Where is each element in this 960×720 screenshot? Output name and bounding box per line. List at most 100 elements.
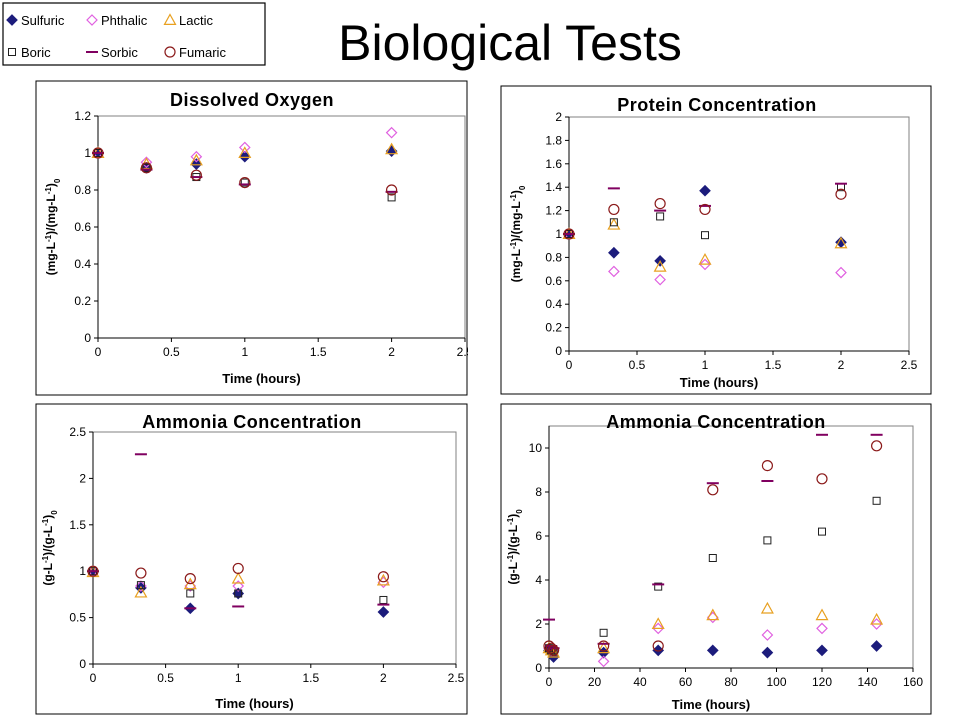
point-boric: [609, 218, 618, 227]
point-phthalic: [652, 622, 665, 635]
x-tick-label: 140: [857, 675, 877, 689]
point-sulfuric: [816, 644, 828, 657]
legend-label-sorbic: Sorbic: [101, 45, 138, 60]
point-phthalic: [761, 629, 774, 641]
series-sorbic: [92, 152, 398, 193]
point-sulfuric: [699, 184, 711, 197]
point-boric: [240, 178, 249, 187]
point-lactic: [607, 217, 621, 230]
point-sulfuric: [190, 158, 203, 170]
x-tick-label: 100: [766, 675, 786, 689]
legend: Sulfuric Phthalic Lactic Boric Sorbic Fumaric: [2, 2, 266, 66]
plot-area: [548, 425, 914, 669]
x-axis-label: Time (hours): [222, 371, 301, 386]
point-boric: [186, 589, 195, 598]
y-tick-label: 0.6: [545, 274, 562, 288]
legend-label-boric: Boric: [21, 45, 51, 60]
point-lactic: [653, 260, 667, 272]
y-tick-label: 2.5: [69, 425, 86, 439]
legend-frame: [2, 2, 266, 66]
y-tick-label: 0.8: [545, 250, 562, 264]
y-axis-label: (mg-L-1)/(mg-L-1)0: [44, 178, 62, 275]
point-sulfuric: [608, 246, 620, 259]
point-fumaric: [816, 473, 828, 485]
series-sorbic: [87, 453, 390, 610]
y-tick-label: 1.2: [545, 204, 562, 218]
point-phthalic: [654, 273, 666, 286]
point-phthalic: [385, 126, 398, 139]
y-tick-label: 2: [535, 617, 542, 631]
point-lactic: [706, 608, 720, 621]
point-fumaric: [190, 169, 202, 181]
x-tick-label: 0: [566, 358, 573, 372]
legend-marker-lactic: [163, 13, 177, 25]
y-tick-label: 4: [535, 573, 542, 587]
x-tick-label: 2.5: [457, 345, 468, 359]
series-fumaric: [92, 147, 398, 196]
x-tick-label: 2: [380, 671, 387, 685]
point-fumaric: [652, 640, 664, 652]
point-phthalic: [232, 580, 245, 592]
series-boric: [89, 567, 388, 604]
point-fumaric: [135, 567, 147, 579]
point-phthalic: [608, 265, 620, 278]
plot-area: [97, 115, 466, 339]
x-tick-label: 0: [546, 675, 553, 689]
y-tick-label: 0.2: [74, 294, 91, 308]
point-fumaric: [654, 197, 666, 210]
point-fumaric: [608, 203, 620, 216]
series-fumaric: [543, 440, 883, 656]
x-axis-label: Time (hours): [672, 697, 751, 712]
point-lactic: [651, 617, 665, 629]
point-fumaric: [761, 459, 773, 472]
point-fumaric: [563, 228, 575, 240]
point-fumaric: [386, 184, 398, 196]
point-lactic: [376, 573, 390, 586]
point-lactic: [698, 253, 712, 265]
point-boric: [234, 589, 243, 598]
point-fumaric: [835, 188, 847, 200]
chart-title: Ammonia Concentration: [142, 412, 362, 432]
point-lactic: [231, 571, 245, 584]
point-lactic: [834, 236, 848, 249]
y-tick-label: 1.5: [69, 518, 86, 532]
y-axis-label: (g-L-1)/(g-L-1)0: [41, 510, 59, 586]
y-tick-label: 1.8: [545, 133, 562, 147]
point-fumaric: [377, 571, 389, 583]
chart-dissolved-oxygen: Dissolved Oxygen 0 0.2 0.4 0.6 0.8 1 1.2 0 0.5 1 1.…: [35, 80, 468, 396]
chart-title: Ammonia Concentration: [606, 412, 826, 432]
plot-area: [92, 431, 457, 665]
point-lactic: [870, 612, 884, 625]
point-boric: [701, 231, 709, 240]
x-tick-label: 2.5: [448, 671, 465, 685]
point-lactic: [385, 142, 399, 155]
x-tick-label: 2: [838, 358, 845, 372]
point-lactic: [597, 641, 611, 654]
legend-marker-boric: [8, 48, 16, 56]
chart-title: Dissolved Oxygen: [170, 90, 334, 110]
y-tick-label: 1.4: [545, 180, 562, 194]
point-fumaric: [92, 147, 104, 159]
point-lactic: [134, 585, 148, 598]
y-tick-label: 1.2: [74, 109, 91, 123]
point-phthalic: [140, 156, 153, 169]
point-fumaric: [707, 484, 719, 496]
chart-title: Protein Concentration: [617, 95, 817, 115]
point-fumaric: [597, 640, 610, 652]
y-tick-label: 6: [535, 529, 542, 543]
x-tick-label: 0: [90, 671, 97, 685]
y-axis-label: (g-L-1)/(g-L-1)0: [506, 509, 524, 585]
point-phthalic: [597, 655, 610, 668]
point-boric: [708, 554, 717, 562]
legend-label-fumaric: Fumaric: [179, 45, 226, 60]
legend-marker-sulfuric: [6, 14, 18, 26]
x-tick-label: 120: [812, 675, 832, 689]
y-tick-label: 0.4: [74, 257, 91, 271]
point-sulfuric: [761, 646, 774, 659]
y-tick-label: 2: [79, 471, 86, 485]
point-fumaric: [140, 162, 153, 174]
legend-marker-phthalic: [86, 14, 98, 26]
y-tick-label: 0.8: [74, 183, 91, 197]
y-tick-label: 0.5: [69, 611, 86, 625]
point-sulfuric: [377, 606, 390, 618]
